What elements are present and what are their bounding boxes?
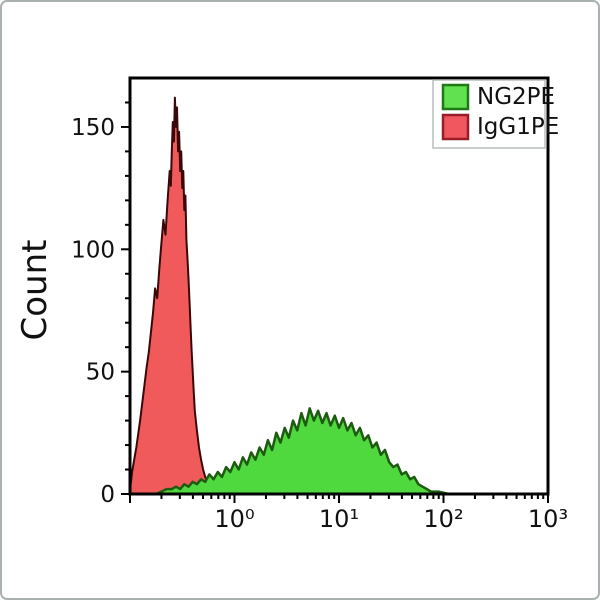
y-axis-title: Count	[15, 240, 55, 341]
x-tick-label: 10²	[423, 505, 463, 533]
y-tick-label: 0	[100, 482, 115, 508]
igg1pe-histogram-fill	[130, 97, 233, 494]
legend-swatch-ng2pe	[441, 83, 470, 111]
y-tick-label: 100	[71, 237, 115, 263]
series-layer	[129, 96, 449, 496]
ticks-layer	[121, 101, 549, 503]
y-tick-label: 50	[86, 360, 115, 386]
x-tick-label: 10¹	[319, 505, 359, 533]
x-tick-label: 10⁰	[214, 505, 254, 533]
ng2pe-histogram-outline	[155, 407, 449, 496]
legend: NG2PE IgG1PE	[432, 79, 559, 149]
tick-labels-layer: 10⁰ 10¹ 10² 10³ 0 50 100 150	[71, 115, 568, 533]
igg1pe-histogram-outline	[129, 96, 233, 495]
legend-label-igg1pe: IgG1PE	[477, 114, 559, 140]
legend-label-ng2pe: NG2PE	[477, 84, 555, 110]
y-tick-label: 150	[71, 115, 115, 141]
legend-swatch-igg1pe	[441, 113, 470, 141]
x-tick-label: 10³	[528, 505, 568, 533]
